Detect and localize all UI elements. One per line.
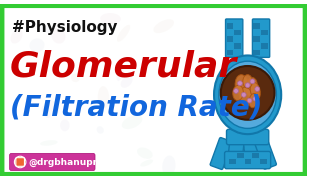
Circle shape — [221, 66, 275, 120]
FancyBboxPatch shape — [237, 153, 244, 158]
Ellipse shape — [162, 156, 176, 177]
FancyBboxPatch shape — [243, 133, 260, 166]
FancyBboxPatch shape — [253, 36, 260, 42]
Ellipse shape — [40, 140, 58, 146]
FancyBboxPatch shape — [225, 151, 271, 169]
FancyBboxPatch shape — [226, 19, 243, 57]
Ellipse shape — [117, 25, 130, 42]
Ellipse shape — [140, 159, 153, 166]
Ellipse shape — [137, 147, 153, 159]
Ellipse shape — [121, 76, 132, 88]
Ellipse shape — [100, 13, 121, 24]
Ellipse shape — [71, 73, 80, 82]
FancyBboxPatch shape — [237, 159, 244, 164]
FancyBboxPatch shape — [10, 153, 95, 171]
FancyBboxPatch shape — [228, 133, 245, 166]
Circle shape — [245, 83, 250, 88]
Ellipse shape — [98, 86, 109, 109]
FancyBboxPatch shape — [252, 19, 270, 57]
Circle shape — [247, 98, 252, 103]
Circle shape — [255, 87, 260, 91]
Ellipse shape — [153, 19, 174, 33]
FancyBboxPatch shape — [227, 50, 233, 55]
FancyBboxPatch shape — [229, 153, 236, 158]
Ellipse shape — [116, 63, 124, 81]
Ellipse shape — [235, 75, 249, 96]
Text: @drgbhanuprakash: @drgbhanuprakash — [29, 158, 128, 166]
Ellipse shape — [214, 55, 281, 134]
FancyBboxPatch shape — [234, 50, 241, 55]
FancyBboxPatch shape — [227, 43, 233, 49]
FancyBboxPatch shape — [234, 36, 241, 42]
FancyBboxPatch shape — [261, 43, 268, 49]
Ellipse shape — [11, 29, 23, 44]
FancyBboxPatch shape — [261, 36, 268, 42]
Ellipse shape — [97, 126, 104, 134]
FancyBboxPatch shape — [227, 23, 233, 29]
Ellipse shape — [239, 87, 252, 106]
Ellipse shape — [243, 75, 252, 88]
FancyBboxPatch shape — [245, 153, 252, 158]
Text: (Filtration Rate): (Filtration Rate) — [10, 93, 262, 121]
FancyBboxPatch shape — [253, 50, 260, 55]
FancyBboxPatch shape — [253, 43, 260, 49]
FancyBboxPatch shape — [245, 159, 252, 164]
FancyBboxPatch shape — [253, 30, 260, 35]
FancyBboxPatch shape — [234, 43, 241, 49]
FancyBboxPatch shape — [260, 159, 267, 164]
FancyBboxPatch shape — [239, 125, 256, 137]
FancyBboxPatch shape — [261, 50, 268, 55]
FancyBboxPatch shape — [234, 23, 241, 29]
Circle shape — [250, 79, 255, 84]
Circle shape — [237, 81, 242, 86]
FancyBboxPatch shape — [260, 153, 267, 158]
FancyBboxPatch shape — [252, 153, 259, 158]
Ellipse shape — [122, 115, 142, 129]
FancyBboxPatch shape — [227, 30, 233, 35]
FancyBboxPatch shape — [227, 36, 233, 42]
FancyBboxPatch shape — [261, 23, 268, 29]
Ellipse shape — [42, 105, 51, 118]
FancyBboxPatch shape — [227, 129, 269, 145]
Text: Glomerular: Glomerular — [10, 49, 237, 83]
Circle shape — [253, 96, 258, 101]
Circle shape — [14, 156, 26, 168]
Ellipse shape — [47, 100, 59, 113]
FancyBboxPatch shape — [229, 159, 236, 164]
Ellipse shape — [29, 38, 44, 52]
Ellipse shape — [233, 85, 243, 101]
Ellipse shape — [246, 78, 257, 97]
Ellipse shape — [51, 28, 66, 44]
FancyBboxPatch shape — [261, 30, 268, 35]
Ellipse shape — [60, 120, 70, 131]
FancyBboxPatch shape — [253, 23, 260, 29]
FancyBboxPatch shape — [254, 137, 276, 169]
FancyBboxPatch shape — [234, 30, 241, 35]
Ellipse shape — [250, 82, 260, 100]
FancyBboxPatch shape — [210, 138, 232, 169]
Ellipse shape — [37, 24, 52, 33]
Ellipse shape — [219, 61, 276, 128]
Circle shape — [241, 92, 246, 97]
Circle shape — [234, 89, 238, 93]
FancyBboxPatch shape — [252, 159, 259, 164]
Ellipse shape — [249, 93, 258, 108]
Text: #Physiology: #Physiology — [12, 20, 117, 35]
